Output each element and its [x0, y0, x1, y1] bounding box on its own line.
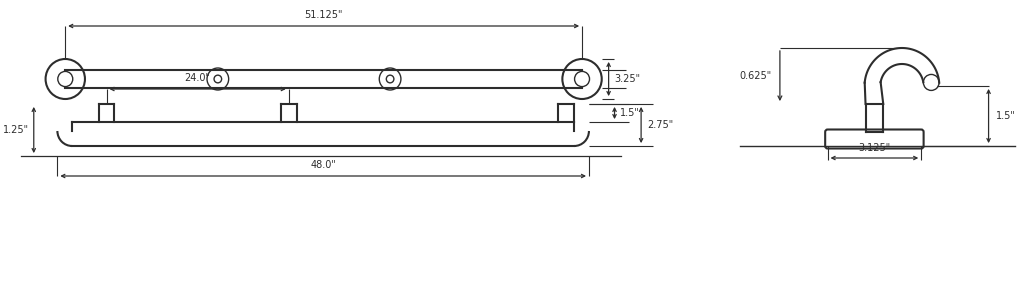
Text: 3.125": 3.125" — [858, 143, 891, 153]
Text: 0.625": 0.625" — [740, 71, 772, 81]
Text: 2.75": 2.75" — [647, 120, 673, 130]
Text: 1.25": 1.25" — [3, 125, 29, 135]
Text: 24.0": 24.0" — [184, 73, 211, 83]
Text: 3.25": 3.25" — [615, 74, 641, 84]
Text: 51.125": 51.125" — [304, 10, 343, 20]
Text: 1.5": 1.5" — [620, 108, 641, 118]
Text: 1.5": 1.5" — [995, 111, 1016, 121]
Text: 48.0": 48.0" — [311, 160, 336, 170]
